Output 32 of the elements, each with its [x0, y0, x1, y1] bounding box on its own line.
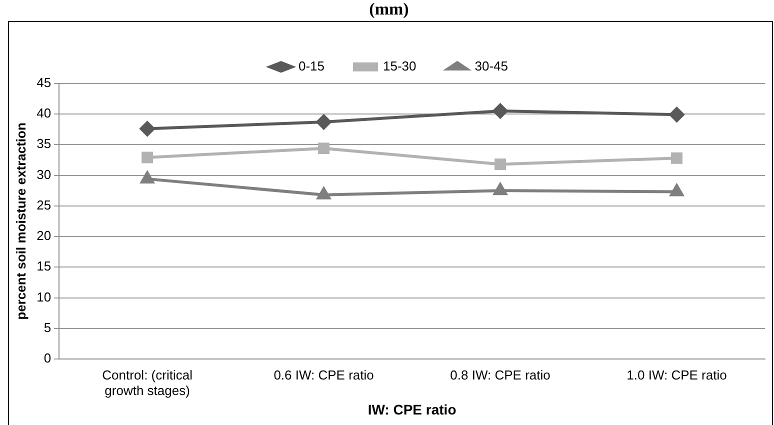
x-tick-label: 0.8 IW: CPE ratio — [450, 367, 550, 382]
point — [142, 152, 154, 164]
x-tick-label: 1.0 IW: CPE ratio — [626, 367, 727, 382]
x-tick-label: Control: (critical growth stages) — [102, 367, 193, 398]
y-tick-label: 25 — [36, 197, 52, 212]
y-tick-label: 35 — [36, 136, 52, 152]
y-tick-label: 15 — [36, 258, 52, 274]
point — [140, 171, 154, 184]
point — [316, 114, 332, 130]
legend-label: 30-45 — [474, 58, 508, 74]
y-axis-title: percent soil moisture extraction — [13, 122, 28, 320]
y-tick-label: 20 — [36, 228, 52, 244]
x-axis-title: IW: CPE ratio — [368, 401, 456, 418]
legend-label: 0-15 — [298, 58, 325, 74]
point — [494, 158, 506, 170]
point — [669, 107, 684, 122]
y-tick-label: 5 — [44, 320, 52, 335]
point — [671, 152, 682, 164]
y-tick-label: 30 — [36, 166, 52, 182]
x-tick-label: 0.6 IW: CPE ratio — [274, 367, 374, 382]
y-tick-label: 0 — [44, 350, 52, 366]
point — [140, 121, 155, 136]
point — [494, 183, 507, 196]
y-tick-label: 45 — [36, 74, 52, 90]
y-tick-label: 10 — [36, 289, 52, 304]
y-tick-label: 40 — [36, 106, 52, 121]
point — [670, 184, 684, 196]
point — [492, 103, 508, 118]
legend-label: 15-30 — [383, 58, 416, 74]
point — [318, 142, 330, 154]
chart-title: (mm) — [369, 0, 409, 19]
point — [317, 187, 330, 200]
